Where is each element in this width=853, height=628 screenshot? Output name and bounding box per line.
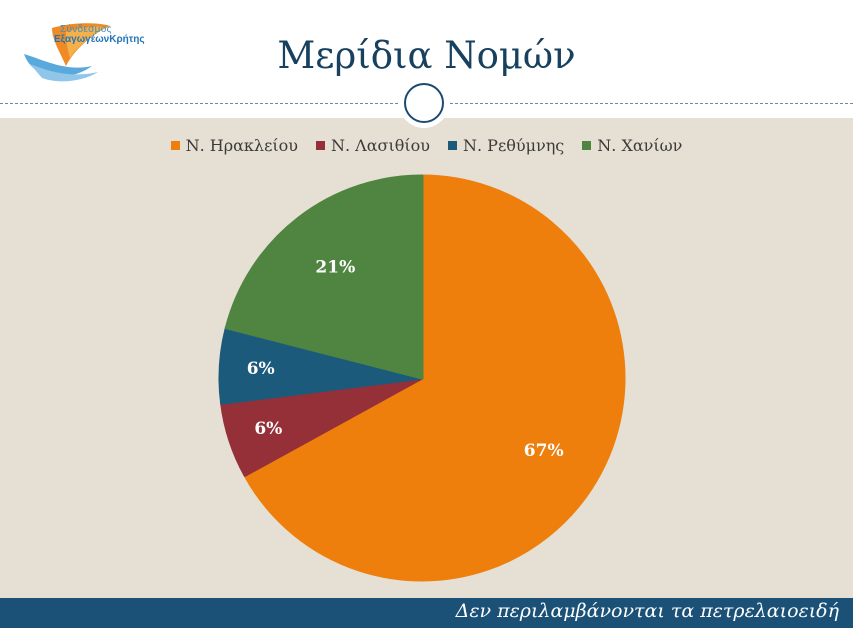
chart-legend: Ν. Ηρακλείου Ν. Λασιθίου Ν. Ρεθύμνης Ν. Χαν… [0,136,853,155]
pie-data-label: 21% [315,257,355,277]
legend-swatch [316,141,325,150]
divider-circle-icon [404,83,444,123]
legend-item: Ν. Χανίων [582,136,682,155]
pie-slice [224,174,424,380]
pie-slice [243,174,626,582]
legend-item: Ν. Λασιθίου [316,136,430,155]
logo-icon [24,23,110,82]
footer-bar: Δεν περιλαμβάνονται τα πετρελαιοειδή [0,598,853,628]
legend-swatch [170,141,180,150]
page-title: Μερίδια Νομών [277,34,576,77]
legend-swatch [582,141,592,150]
logo-text-line2: ΕξαγωγέωνΚρήτης [54,34,145,45]
legend-label: Ν. Χανίων [597,136,683,155]
footer-note: Δεν περιλαμβάνονται τα πετρελαιοειδή [455,600,839,622]
logo-text-line1: Σύνδεσμος [60,24,112,35]
legend-label: Ν. Ηρακλείου [185,136,298,155]
legend-label: Ν. Ρεθύμνης [463,136,565,155]
pie-data-label: 6% [254,419,282,439]
legend-item: Ν. Ρεθύμνης [448,136,564,155]
pie-data-label: 67% [524,441,564,461]
legend-item: Ν. Ηρακλείου [170,136,298,155]
legend-label: Ν. Λασιθίου [331,136,430,155]
pie-data-label: 6% [247,359,275,379]
legend-swatch [448,141,457,150]
